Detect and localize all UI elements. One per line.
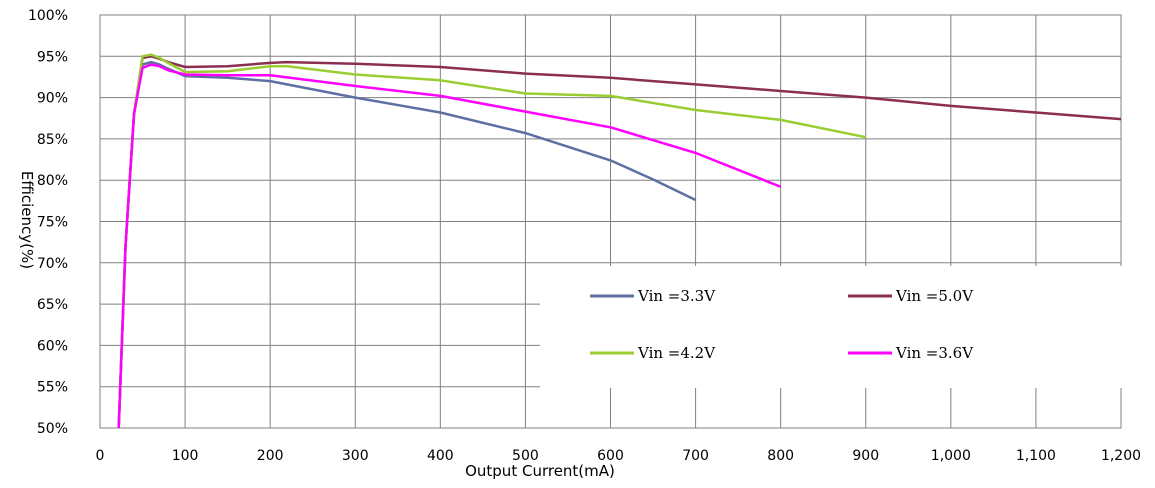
y-tick-label: 70%: [37, 256, 68, 272]
y-tick-label: 60%: [37, 338, 68, 354]
x-tick-label: 400: [427, 448, 454, 464]
y-tick-label: 55%: [37, 380, 68, 396]
y-tick-label: 100%: [28, 8, 68, 24]
x-tick-label: 1,000: [931, 448, 971, 464]
y-tick-label: 65%: [37, 297, 68, 313]
y-tick-label: 95%: [37, 49, 68, 65]
y-tick-label: 50%: [37, 421, 68, 437]
series-line-3: [117, 53, 867, 429]
x-tick-label: 100: [172, 448, 199, 464]
legend-label-1: Vin =3.3V: [637, 287, 716, 305]
legend: Vin =3.3V Vin =5.0V Vin =4.2V Vin =3.6V: [540, 266, 1122, 388]
x-tick-label: 900: [852, 448, 879, 464]
x-tick-label: 600: [597, 448, 624, 464]
series-layer: [117, 53, 1122, 429]
tick-layer: 50% 55% 60% 65% 70% 75% 80% 85% 90% 95% 100% 0 100 20…: [28, 8, 1141, 464]
x-tick-label: 300: [342, 448, 369, 464]
series-line-4: [117, 63, 782, 429]
x-tick-label: 1,200: [1101, 448, 1141, 464]
x-tick-label: 800: [767, 448, 794, 464]
legend-label-2: Vin =5.0V: [895, 287, 974, 305]
x-tick-label: 500: [512, 448, 539, 464]
x-axis-label: Output Current(mA): [465, 462, 615, 480]
y-axis-label: Efficiency(%): [18, 171, 36, 269]
x-tick-label: 700: [682, 448, 709, 464]
y-tick-label: 80%: [37, 173, 68, 189]
y-tick-label: 75%: [37, 215, 68, 231]
y-tick-label: 85%: [37, 132, 68, 148]
legend-label-4: Vin =3.6V: [895, 344, 974, 362]
legend-background: [540, 266, 1122, 388]
y-tick-label: 90%: [37, 91, 68, 107]
series-line-2: [117, 55, 1122, 429]
legend-label-3: Vin =4.2V: [637, 344, 716, 362]
x-tick-label: 200: [257, 448, 284, 464]
x-tick-label: 0: [96, 448, 105, 464]
x-tick-label: 1,100: [1016, 448, 1056, 464]
